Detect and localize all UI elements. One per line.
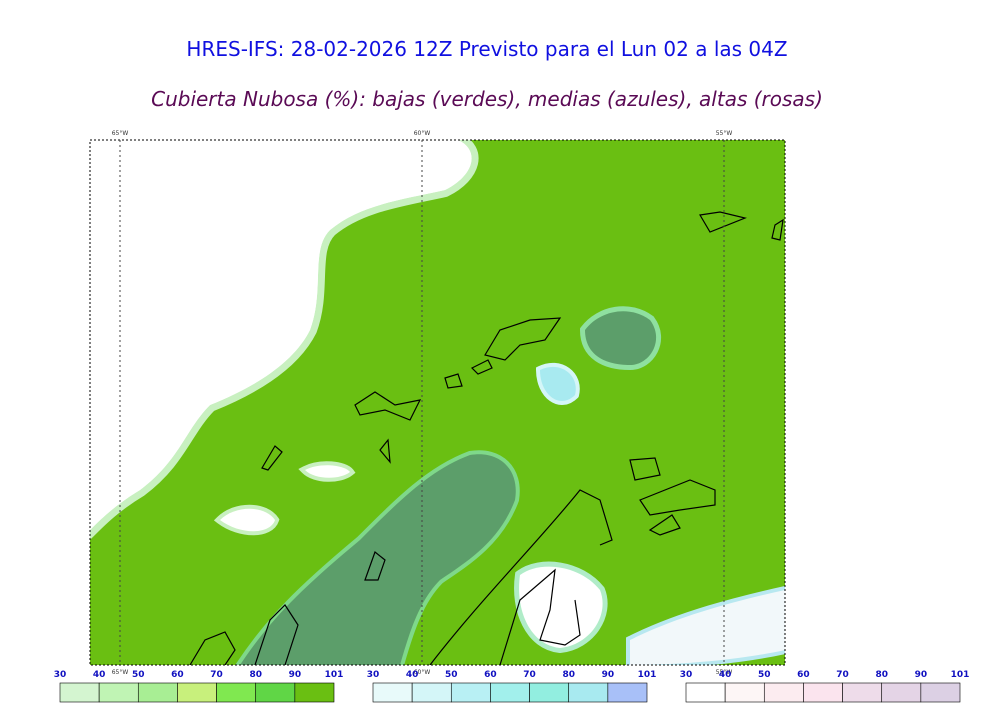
- colorbar-tick-label: 40: [719, 670, 732, 680]
- meridian-label: 55°W: [716, 130, 733, 137]
- clear-area: [514, 561, 608, 654]
- colorbar-tick-label: 70: [836, 670, 849, 680]
- clear-area: [90, 140, 472, 530]
- map-frame: [89, 139, 786, 666]
- colorbar-swatch: [724, 682, 765, 703]
- meridian-label: 60°W: [414, 669, 431, 676]
- colorbar-swatch: [411, 682, 452, 703]
- clear-area: [213, 504, 280, 536]
- colorbar-tick-label: 60: [484, 670, 497, 680]
- colorbar-tick-label: 50: [758, 670, 771, 680]
- colorbar-swatch: [568, 682, 609, 703]
- colorbar-tick-label: 101: [951, 670, 970, 680]
- map: 65°W 60°W 55°W 65°W 60°W 55°W: [89, 130, 786, 676]
- colorbar-tick-label: 80: [875, 670, 888, 680]
- colorbar-swatch: [98, 682, 139, 703]
- meridian-label: 65°W: [112, 669, 129, 676]
- colorbar-swatch: [842, 682, 883, 703]
- colorbar-swatch: [685, 682, 726, 703]
- mid-cloud: [535, 362, 580, 405]
- colorbar-tick-label: 30: [367, 670, 380, 680]
- colorbar-swatch: [294, 682, 335, 703]
- colorbar-tick-label: 80: [249, 670, 262, 680]
- colorbar-tick-label: 80: [562, 670, 575, 680]
- meridian-label: 55°W: [716, 669, 733, 676]
- colorbar-swatch: [490, 682, 530, 703]
- colorbar-tick-label: 70: [523, 670, 536, 680]
- cloud-core: [579, 306, 661, 371]
- colorbar-swatch: [881, 682, 922, 703]
- colorbar-tick-label: 30: [54, 670, 67, 680]
- colorbar-swatch: [450, 682, 491, 703]
- colorbar-swatch: [920, 682, 961, 703]
- cloud-core: [235, 450, 520, 665]
- meridian-label: 60°W: [414, 130, 431, 137]
- mid-cloud: [626, 585, 785, 665]
- clear-area: [298, 461, 356, 482]
- colorbar-swatch: [763, 682, 804, 703]
- colorbar-swatch: [177, 682, 217, 703]
- colorbar-swatch: [529, 682, 570, 703]
- colorbar-tick-label: 40: [93, 670, 106, 680]
- colorbar-tick-label: 30: [680, 670, 693, 680]
- colorbar-tick-label: 60: [171, 670, 184, 680]
- colorbar-swatch: [607, 682, 648, 703]
- colorbar-swatch: [137, 682, 178, 703]
- coastline: [189, 211, 784, 665]
- colorbar-swatch: [255, 682, 296, 703]
- subtitle: Cubierta Nubosa (%): bajas (verdes), med…: [151, 87, 823, 111]
- colorbar-tick-label: 60: [797, 670, 810, 680]
- colorbar-tick-label: 90: [289, 670, 302, 680]
- colorbar-tick-label: 101: [325, 670, 344, 680]
- colorbar-swatch: [216, 682, 257, 703]
- meridian-label: 65°W: [112, 130, 129, 137]
- colorbar-tick-label: 90: [915, 670, 928, 680]
- colorbar-tick-label: 50: [132, 670, 145, 680]
- colorbar-swatch: [803, 682, 843, 703]
- colorbar-tick-label: 70: [210, 670, 223, 680]
- colorbar-swatch: [59, 682, 100, 703]
- colorbar-swatch: [372, 682, 413, 703]
- title: HRES-IFS: 28-02-2026 12Z Previsto para e…: [186, 37, 787, 61]
- colorbar-tick-label: 90: [602, 670, 615, 680]
- colorbar-tick-label: 40: [406, 670, 419, 680]
- colorbar-tick-label: 101: [638, 670, 657, 680]
- colorbar-tick-label: 50: [445, 670, 458, 680]
